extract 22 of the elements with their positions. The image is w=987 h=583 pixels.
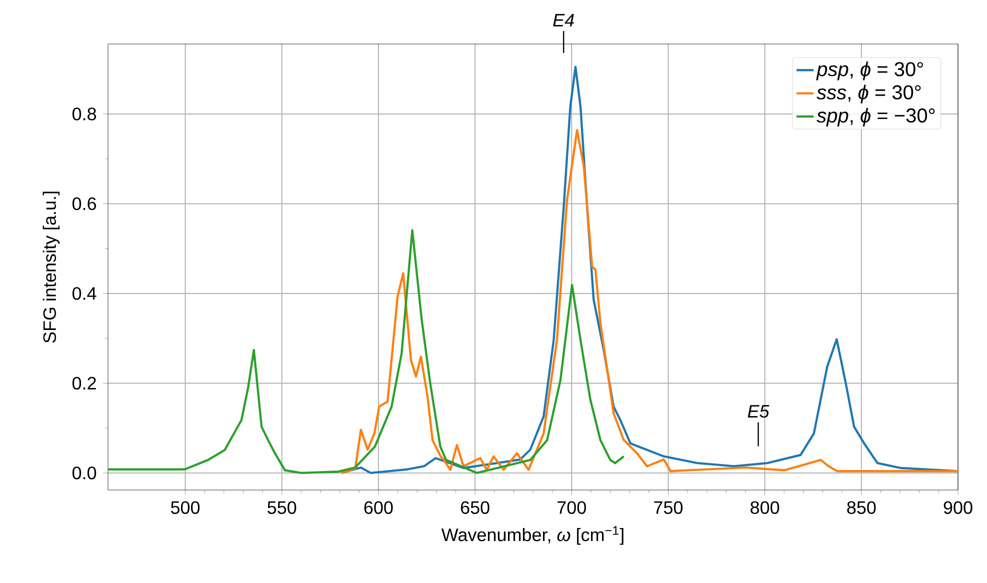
legend-label: spp, ϕ = −30°	[816, 108, 935, 127]
x-tick-label: 650	[460, 501, 490, 514]
x-tick-label: 550	[268, 501, 296, 514]
x-tick-label: 900	[944, 501, 972, 514]
y-tick-label: 0.2	[72, 376, 96, 390]
y-tick-label: 0.0	[72, 466, 96, 480]
x-tick-label: 750	[654, 501, 683, 514]
x-tick-label: 700	[558, 501, 586, 514]
x-tick-label: 850	[847, 501, 876, 514]
legend-label: sss, ϕ = 30°	[816, 84, 921, 104]
y-axis-title: SFG intensity [a.u.]	[42, 192, 60, 343]
y-tick-label: 0.6	[72, 197, 96, 210]
annotation: E5	[748, 405, 770, 418]
x-tick-label: 600	[364, 501, 393, 514]
y-tick-label: 0.4	[72, 287, 96, 300]
x-tick-label: 800	[750, 501, 780, 514]
line-series	[106, 229, 625, 474]
x-axis-title: Wavenumber, ω [cm$^{−1}$]	[441, 526, 624, 545]
legend-label: psp, ϕ = 30°	[816, 62, 923, 80]
text: E4	[553, 14, 574, 26]
x-tick-label: 500	[170, 501, 200, 514]
y-tick-label: 0.8	[72, 108, 96, 120]
